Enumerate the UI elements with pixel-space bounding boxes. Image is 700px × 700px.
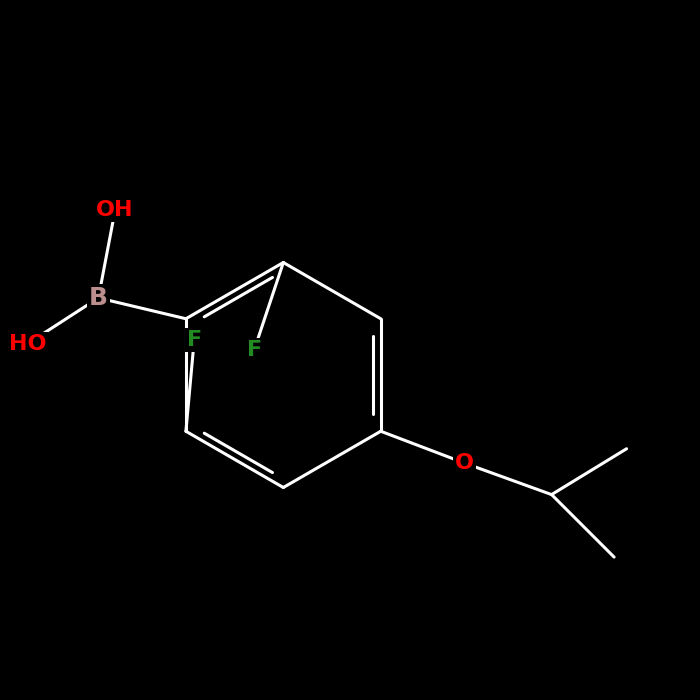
- Text: OH: OH: [97, 200, 134, 220]
- Text: F: F: [187, 330, 202, 349]
- Text: B: B: [89, 286, 108, 310]
- Text: HO: HO: [9, 334, 46, 354]
- Text: F: F: [246, 340, 262, 360]
- Text: O: O: [454, 453, 474, 473]
